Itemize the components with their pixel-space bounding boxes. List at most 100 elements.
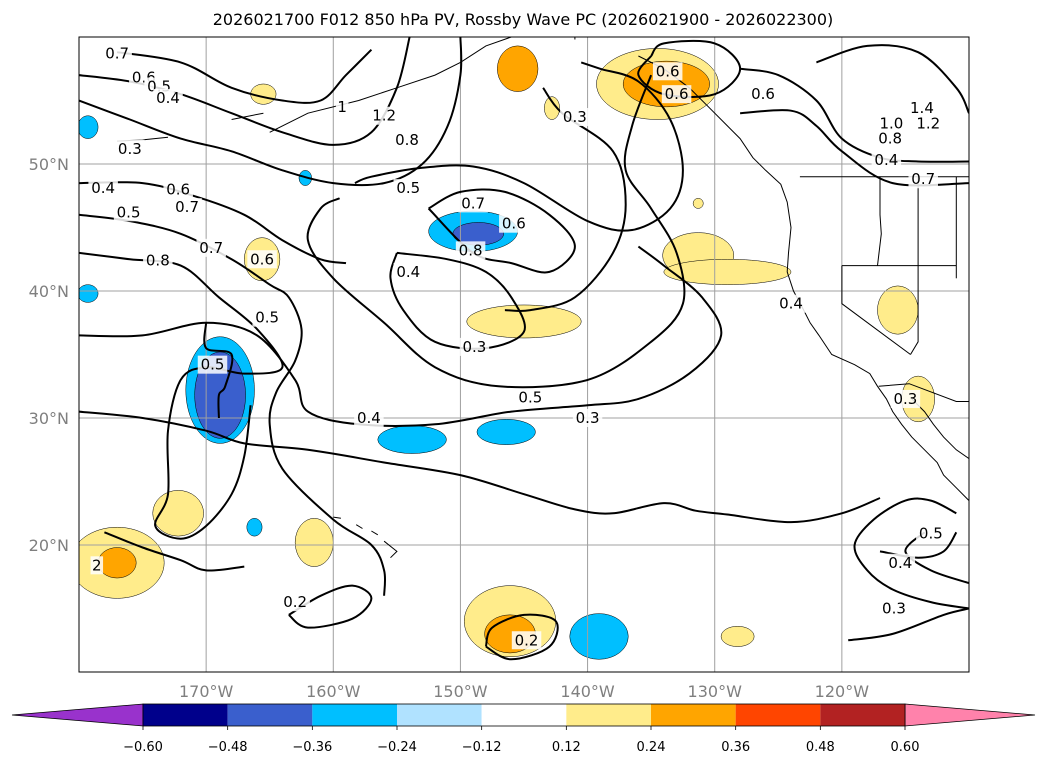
pv-contour-line — [116, 48, 373, 104]
pv-shading-region — [544, 96, 560, 120]
contour-label: 0.4 — [156, 89, 180, 107]
contour-label: 0.8 — [395, 131, 419, 149]
contour-label-background — [153, 88, 183, 107]
contour-label-background — [875, 129, 905, 148]
contour-label-background — [560, 108, 590, 127]
pv-shading-region — [79, 284, 99, 303]
pv-contour-line — [79, 37, 463, 187]
pv-contour-line — [740, 109, 969, 187]
pv-shading-region — [79, 115, 99, 139]
latitude-tick-label: 40°N — [29, 282, 69, 301]
contour-label-background — [393, 262, 424, 281]
pv-shading-region — [692, 198, 704, 209]
contour-label-background — [90, 556, 104, 575]
contour-label: 0.4 — [874, 151, 898, 169]
contour-label-background — [252, 308, 282, 327]
contour-label-background — [459, 337, 490, 356]
contour-label-background — [885, 553, 916, 572]
colorbar-bin — [651, 704, 736, 726]
colorbar-extend-low — [11, 703, 144, 727]
contour-label: 0.3 — [882, 600, 906, 618]
coastline — [911, 398, 969, 460]
colorbar-tick-label: 0.60 — [891, 740, 920, 755]
contour-label: 0.8 — [459, 241, 483, 259]
contour-label: 0.7 — [175, 198, 199, 216]
pv-contour-line — [816, 44, 969, 114]
contour-label-background — [890, 389, 921, 408]
contour-labels: 0.70.60.50.4 1 1.20.80.30.40.50.60.70.50.7… — [88, 44, 946, 650]
colorbar-tick-label: 0.12 — [552, 740, 581, 755]
contour-label-background — [393, 179, 424, 198]
contour-label: 0.6 — [502, 215, 526, 233]
pv-shading-region — [497, 45, 539, 92]
coastline — [355, 524, 363, 529]
contour-label-background — [369, 106, 399, 125]
longitude-tick-labels: 170°W 160°W 150°W 140°W 130°W 120°W — [179, 682, 869, 701]
contour-label: 0.6 — [166, 180, 190, 198]
contour-label: 0.7 — [105, 45, 129, 63]
colorbar-bin — [820, 704, 905, 726]
colorbar — [11, 703, 1036, 727]
contour-label: 0.5 — [396, 179, 420, 197]
coastline — [371, 530, 379, 536]
contour-label: 0.3 — [462, 338, 486, 356]
pv-shading-region — [663, 259, 792, 285]
pv-contour-line — [354, 61, 684, 232]
coastline — [383, 540, 398, 559]
colorbar-tick-label: −0.48 — [208, 740, 248, 755]
pv-shading-region — [294, 518, 334, 567]
pv-contour-line — [848, 607, 969, 642]
contour-label: 0.8 — [878, 130, 902, 148]
longitude-tick-label: 150°W — [433, 682, 488, 701]
contour-label-background — [499, 214, 529, 233]
contour-label: 0.7 — [911, 170, 935, 188]
colorbar-tick-label: −0.60 — [123, 740, 163, 755]
border-line — [841, 265, 911, 355]
longitude-tick-label: 130°W — [688, 682, 743, 701]
colorbar-bin — [481, 704, 567, 726]
contour-label: 0.5 — [255, 309, 279, 327]
pv-shading-layer — [79, 45, 935, 660]
colorbar-tick-label: 0.24 — [637, 740, 666, 755]
colorbar-frame — [142, 703, 906, 727]
contour-label: 0.3 — [563, 108, 587, 126]
colorbar-bin — [143, 704, 228, 726]
colorbar-tick-label: 0.36 — [721, 740, 750, 755]
pv-shading-region — [877, 285, 919, 335]
contour-label-background — [163, 180, 193, 199]
contour-label: 1.4 — [910, 99, 934, 117]
latitude-tick-labels: 20°N 30°N 40°N 50°N — [29, 155, 69, 555]
contour-label-background — [511, 631, 542, 650]
contour-label-background — [247, 250, 277, 269]
colorbar-tick-labels: −0.60 −0.48 −0.36 −0.24 −0.12 0.12 0.24 0.36 0.4… — [123, 726, 919, 755]
pv-contour-line — [203, 322, 234, 419]
contour-label-background — [776, 294, 806, 313]
contour-label: 0.2 — [283, 593, 307, 611]
contour-label: 0.5 — [201, 356, 225, 374]
colorbar-tick-label: −0.12 — [462, 740, 502, 755]
latitude-tick-label: 30°N — [29, 409, 69, 428]
coastline — [333, 516, 341, 519]
pv-contour-line — [104, 531, 245, 572]
pv-shading-region — [476, 419, 536, 445]
figure-title: 2026021700 F012 850 hPa PV, Rossby Wave … — [213, 10, 834, 29]
contour-label: 0.3 — [893, 390, 917, 408]
contour-label: 1.2 — [372, 107, 396, 125]
contour-label: 0.4 — [779, 295, 803, 313]
contour-label: 0.4 — [888, 554, 912, 572]
contour-label-background — [515, 388, 546, 407]
contour-label: 0.5 — [518, 389, 542, 407]
contour-label: 2 — [92, 556, 102, 574]
pv-contour-line — [79, 251, 284, 540]
pv-contour-line — [389, 251, 526, 350]
contour-label: 0.7 — [199, 239, 223, 257]
coastline — [231, 112, 264, 120]
pv-contour-line — [853, 497, 969, 610]
contour-label: 1.0 — [880, 114, 904, 132]
contour-label: 0.6 — [751, 85, 775, 103]
contour-label: 0.5 — [117, 203, 141, 221]
contour-label-background — [876, 114, 907, 133]
pv-contour-line — [484, 613, 559, 661]
contour-label: 0.5 — [919, 525, 943, 543]
longitude-tick-label: 120°W — [815, 682, 870, 701]
